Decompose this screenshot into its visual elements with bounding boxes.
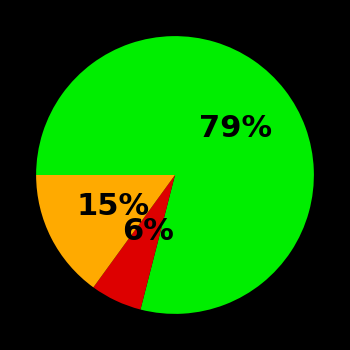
Text: 79%: 79%	[199, 114, 272, 143]
Text: 6%: 6%	[122, 217, 174, 246]
Wedge shape	[36, 175, 175, 287]
Text: 15%: 15%	[77, 192, 150, 221]
Wedge shape	[36, 36, 314, 314]
Wedge shape	[93, 175, 175, 309]
